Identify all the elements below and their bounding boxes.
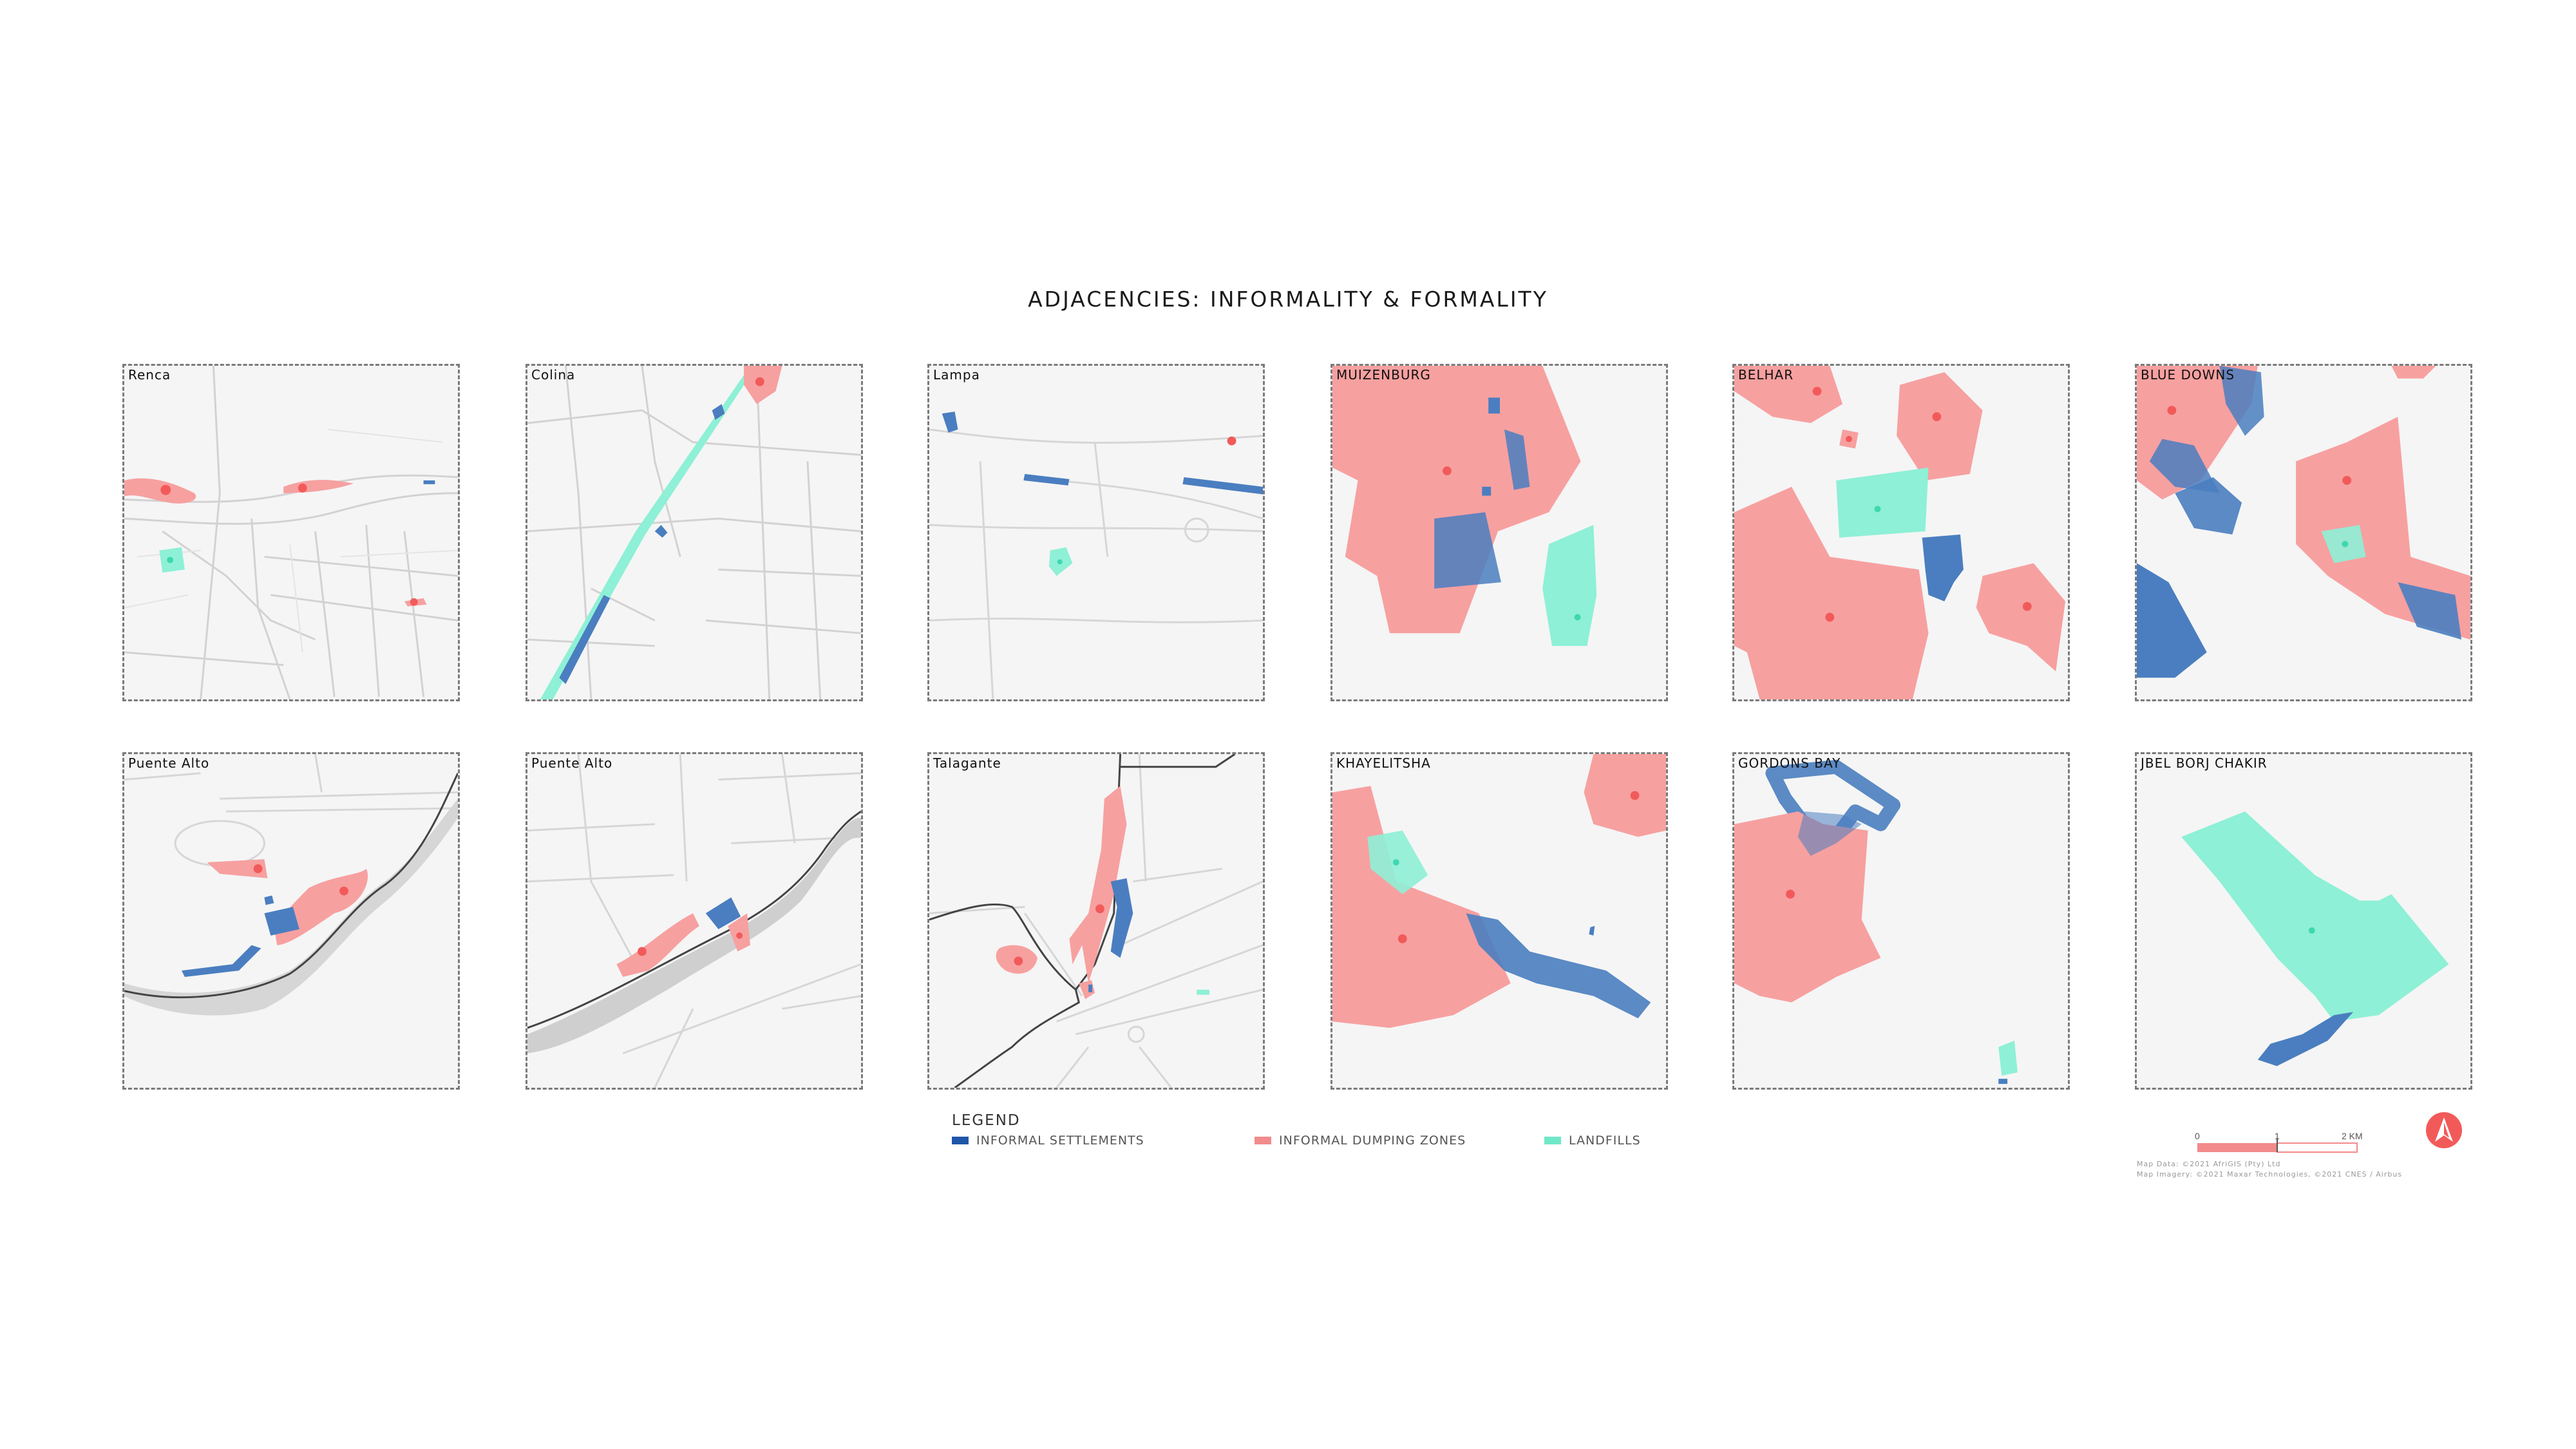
panel-label: Colina xyxy=(531,367,576,383)
panel-label: JBEL BORJ CHAKIR xyxy=(2141,755,2268,771)
map-credits: Map Data: ©2021 AfriGIS (Pty) Ltd Map Im… xyxy=(2137,1159,2402,1180)
map-panel-muizenburg: MUIZENBURG xyxy=(1331,364,1668,701)
legend-swatch xyxy=(1544,1137,1561,1144)
map-colina xyxy=(527,366,861,699)
map-muizenburg xyxy=(1332,366,1597,646)
legend-swatch xyxy=(952,1137,969,1144)
panel-label: Puente Alto xyxy=(531,755,613,771)
map-panel-belhar: BELHAR xyxy=(1732,364,2070,701)
map-lampa xyxy=(929,412,1263,699)
map-panel-puente-alto-1: Puente Alto xyxy=(122,752,460,1090)
map-panel-blue-downs: BLUE DOWNS xyxy=(2135,364,2472,701)
scale-mid: 1 xyxy=(2275,1131,2280,1141)
map-panel-lampa: Lampa xyxy=(927,364,1265,701)
map-gordons-bay xyxy=(1734,759,2018,1084)
credits-line-1: Map Data: ©2021 AfriGIS (Pty) Ltd xyxy=(2137,1160,2281,1168)
scale-end: 2 KM xyxy=(2342,1131,2362,1141)
map-panel-gordons-bay: GORDONS BAY xyxy=(1732,752,2070,1090)
map-renca xyxy=(124,366,458,699)
panel-label: Renca xyxy=(128,367,171,383)
panel-label: Puente Alto xyxy=(128,755,210,771)
map-panel-renca: Renca xyxy=(122,364,460,701)
north-arrow-icon xyxy=(2426,1112,2462,1148)
legend-label: INFORMAL DUMPING ZONES xyxy=(1279,1133,1466,1148)
map-belhar xyxy=(1734,366,2066,699)
legend-swatch xyxy=(1255,1137,1271,1144)
map-khayelitsha xyxy=(1332,754,1666,1028)
legend-label: LANDFILLS xyxy=(1569,1133,1641,1148)
map-panel-puente-alto-2: Puente Alto xyxy=(526,752,863,1090)
scale-start: 0 xyxy=(2195,1131,2200,1141)
legend-title: LEGEND xyxy=(952,1112,1021,1129)
map-panel-khayelitsha: KHAYELITSHA xyxy=(1331,752,1668,1090)
panel-label: KHAYELITSHA xyxy=(1336,755,1431,771)
map-blue-downs xyxy=(2137,366,2470,678)
map-talagante xyxy=(929,754,1263,1088)
panel-label: MUIZENBURG xyxy=(1336,367,1431,383)
scale-bar: 0 1 2 KM xyxy=(2195,1131,2362,1153)
panel-label: Talagante xyxy=(933,755,1001,771)
legend-label: INFORMAL SETTLEMENTS xyxy=(976,1133,1144,1148)
panel-label: Lampa xyxy=(933,367,980,383)
map-puente-alto-1 xyxy=(124,754,458,1016)
map-puente-alto-2 xyxy=(527,754,861,1088)
panel-label: GORDONS BAY xyxy=(1738,755,1841,771)
panel-label: BELHAR xyxy=(1738,367,1794,383)
map-jbel-borj-chakir xyxy=(2181,811,2449,1066)
credits-line-2: Map Imagery: ©2021 Maxar Technologies, ©… xyxy=(2137,1170,2403,1179)
map-panel-jbel-borj-chakir: JBEL BORJ CHAKIR xyxy=(2135,752,2472,1090)
page-title: ADJACENCIES: INFORMALITY & FORMALITY xyxy=(1028,287,1548,312)
map-panel-colina: Colina xyxy=(526,364,863,701)
map-panel-talagante: Talagante xyxy=(927,752,1265,1090)
panel-label: BLUE DOWNS xyxy=(2141,367,2235,383)
